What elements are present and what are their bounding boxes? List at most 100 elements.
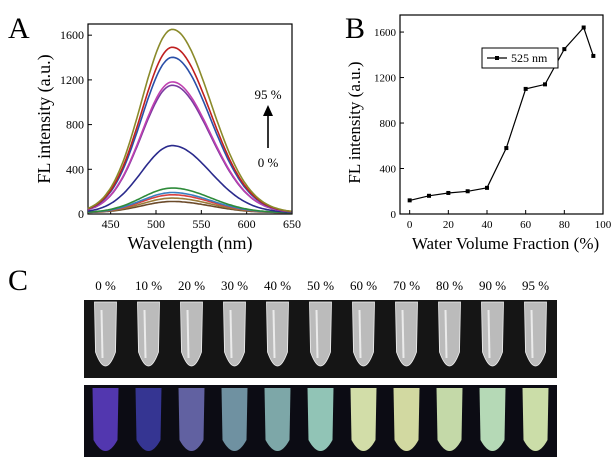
x-tick-label-b: 100: [595, 219, 612, 231]
tube-ambient-1: [137, 301, 160, 367]
x-tick-label-b: 20: [443, 219, 455, 231]
data-point-b: [485, 185, 489, 190]
legend-label-b: 525 nm: [511, 51, 548, 65]
x-axis-label-a: Wavelength (nm): [127, 233, 252, 254]
tube-uv-4: [264, 388, 291, 451]
photo-label-7: 70 %: [393, 278, 420, 293]
y-axis-label-b: FL intensity (a.u.): [345, 61, 364, 183]
tube-ambient-8: [438, 301, 461, 367]
x-axis-label-b: Water Volume Fraction (%): [412, 234, 599, 253]
x-tick-label-a: 500: [147, 217, 165, 231]
emission-curve-7: [87, 84, 292, 213]
tube-highlight-6: [358, 309, 362, 359]
plot-frame-a: [87, 23, 293, 215]
tube-ambient-2: [180, 301, 203, 367]
x-tick-label-b: 80: [559, 219, 571, 231]
photo-label-2: 20 %: [178, 278, 205, 293]
tube-ambient-0: [94, 301, 117, 367]
data-point-b: [543, 82, 547, 87]
tube-ambient-10: [524, 301, 547, 367]
y-tick-label-a: 800: [66, 118, 84, 132]
y-tick-label-b: 800: [380, 118, 397, 130]
y-tick-label-b: 1600: [374, 27, 397, 39]
panel-label-b: B: [345, 12, 365, 45]
plot-frame-b: [399, 14, 604, 215]
tube-highlight-0: [100, 309, 104, 359]
annotation-bottom: 0 %: [258, 155, 279, 170]
photo-uv-light: [84, 385, 557, 457]
tube-ambient-9: [481, 301, 504, 367]
tube-uv-5: [307, 388, 334, 451]
tube-uv-10: [522, 388, 549, 451]
arrow-head: [263, 105, 273, 116]
y-tick-label-b: 400: [380, 164, 397, 176]
emission-curve-11: [87, 28, 292, 212]
tube-uv-2: [178, 388, 205, 451]
tube-highlight-7: [401, 309, 405, 359]
tube-ambient-5: [309, 301, 332, 367]
data-point-b: [446, 190, 451, 195]
emission-curve-6: [87, 144, 292, 213]
tube-ambient-3: [223, 301, 246, 367]
tube-highlight-8: [444, 309, 448, 359]
tube-highlight-9: [487, 309, 491, 359]
photo-labels: 0 % 10 % 20 % 30 % 40 % 50 % 60 % 70 % 80 % 90 % 9…: [95, 278, 549, 293]
panel-label-c: C: [8, 264, 28, 297]
y-tick-label-a: 1600: [60, 28, 84, 42]
tube-uv-0: [92, 388, 119, 451]
legend-marker-b: [495, 56, 499, 60]
x-tick-label-a: 450: [102, 217, 120, 231]
emission-curve-5: [87, 187, 292, 214]
data-point-b: [591, 53, 596, 58]
photo-label-5: 50 %: [307, 278, 334, 293]
tube-uv-9: [479, 388, 506, 451]
data-point-b: [581, 25, 586, 30]
tube-ambient-4: [266, 301, 289, 367]
photo-label-10: 95 %: [522, 278, 549, 293]
tube-uv-1: [135, 388, 162, 451]
photo-label-8: 80 %: [436, 278, 463, 293]
data-point-b: [562, 47, 567, 52]
tube-highlight-3: [229, 309, 233, 359]
panel-label-a: A: [8, 12, 30, 45]
photo-label-9: 90 %: [479, 278, 506, 293]
x-tick-label-a: 650: [283, 217, 301, 231]
tube-highlight-5: [315, 309, 319, 359]
tube-uv-7: [393, 388, 420, 451]
annotation-top: 95 %: [254, 87, 281, 102]
data-point-b: [407, 198, 412, 203]
emission-curve-9: [87, 56, 292, 213]
x-tick-label-a: 550: [192, 217, 210, 231]
photo-label-4: 40 %: [264, 278, 291, 293]
data-point-b: [523, 86, 528, 91]
tube-uv-6: [350, 388, 377, 451]
tube-ambient-6: [352, 301, 375, 367]
x-tick-label-b: 60: [520, 219, 532, 231]
data-point-b: [427, 193, 431, 198]
tube-uv-3: [221, 388, 248, 451]
tube-highlight-4: [272, 309, 276, 359]
chart-a: 450 500 550 600 650 0 400 800 1200 1600 Wavelength…: [34, 23, 301, 254]
tube-highlight-2: [186, 309, 190, 359]
data-point-b: [504, 146, 509, 151]
y-tick-label-a: 1200: [60, 73, 84, 87]
x-tick-label-b: 0: [407, 219, 413, 231]
legend-box-b: [481, 47, 559, 69]
emission-curve-8: [87, 81, 292, 213]
y-tick-label-b: 0: [391, 209, 397, 221]
x-tick-label-b: 40: [482, 219, 494, 231]
photo-label-3: 30 %: [221, 278, 248, 293]
photo-label-0: 0 %: [95, 278, 116, 293]
x-tick-label-a: 600: [238, 217, 256, 231]
chart-b: 0 20 40 60 80 100 0 400 800 1200 1600 Water Volume …: [345, 14, 612, 253]
photo-label-6: 60 %: [350, 278, 377, 293]
tube-highlight-10: [530, 309, 534, 359]
photo-ambient-light: [84, 300, 557, 378]
emission-curve-10: [87, 46, 292, 213]
y-axis-label-a: FL intensity (a.u.): [34, 54, 55, 183]
tube-ambient-7: [395, 301, 418, 367]
tube-highlight-1: [143, 309, 147, 359]
y-tick-label-a: 0: [78, 207, 84, 221]
data-point-b: [465, 189, 470, 194]
